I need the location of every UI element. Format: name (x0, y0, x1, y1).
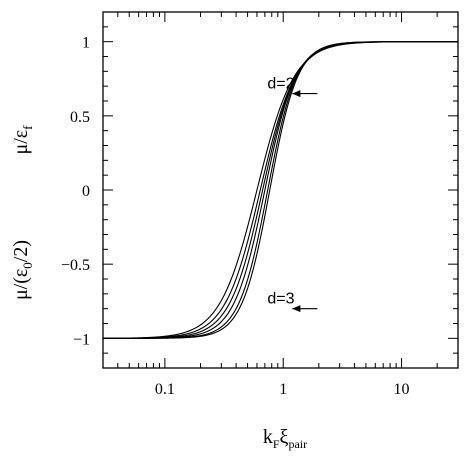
x-tick-label: 0.1 (155, 381, 175, 398)
x-axis-label: kFξpair (263, 426, 307, 451)
y-tick-label: −1 (73, 331, 90, 348)
annotation-label: d=3 (267, 291, 294, 308)
tick-labels-group: 0.1 1 10 1 0.5 0 −0.5 −1 (61, 35, 410, 398)
y-axis-label-top: μ/εf (10, 125, 35, 155)
annotations-group: d=2 d=3 (267, 76, 318, 313)
y-tick-label: −0.5 (61, 257, 90, 274)
y-axis-label-bottom: μ/(ε0/2) (10, 240, 35, 300)
annotation-label: d=2 (267, 76, 294, 93)
y-tick-label: 0.5 (70, 109, 90, 126)
plot-frame (102, 11, 459, 369)
x-tick-label: 1 (279, 381, 287, 398)
annotation-arrow-head (292, 305, 301, 313)
annotation-arrow-head (292, 90, 301, 98)
y-tick-label: 0 (82, 183, 90, 200)
series-line-6 (103, 41, 458, 339)
x-tick-label: 10 (394, 381, 410, 398)
curves-group (102, 41, 458, 339)
ticks-group (102, 11, 459, 369)
y-tick-label: 1 (82, 35, 90, 52)
